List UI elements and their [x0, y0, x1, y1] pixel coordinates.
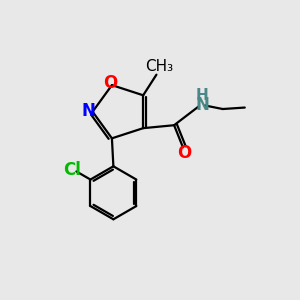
Text: Cl: Cl [63, 161, 81, 179]
Text: H: H [196, 88, 208, 103]
Text: N: N [195, 96, 209, 114]
Text: N: N [81, 102, 95, 120]
Text: O: O [177, 144, 191, 162]
Text: CH₃: CH₃ [145, 59, 173, 74]
Text: O: O [103, 74, 118, 92]
